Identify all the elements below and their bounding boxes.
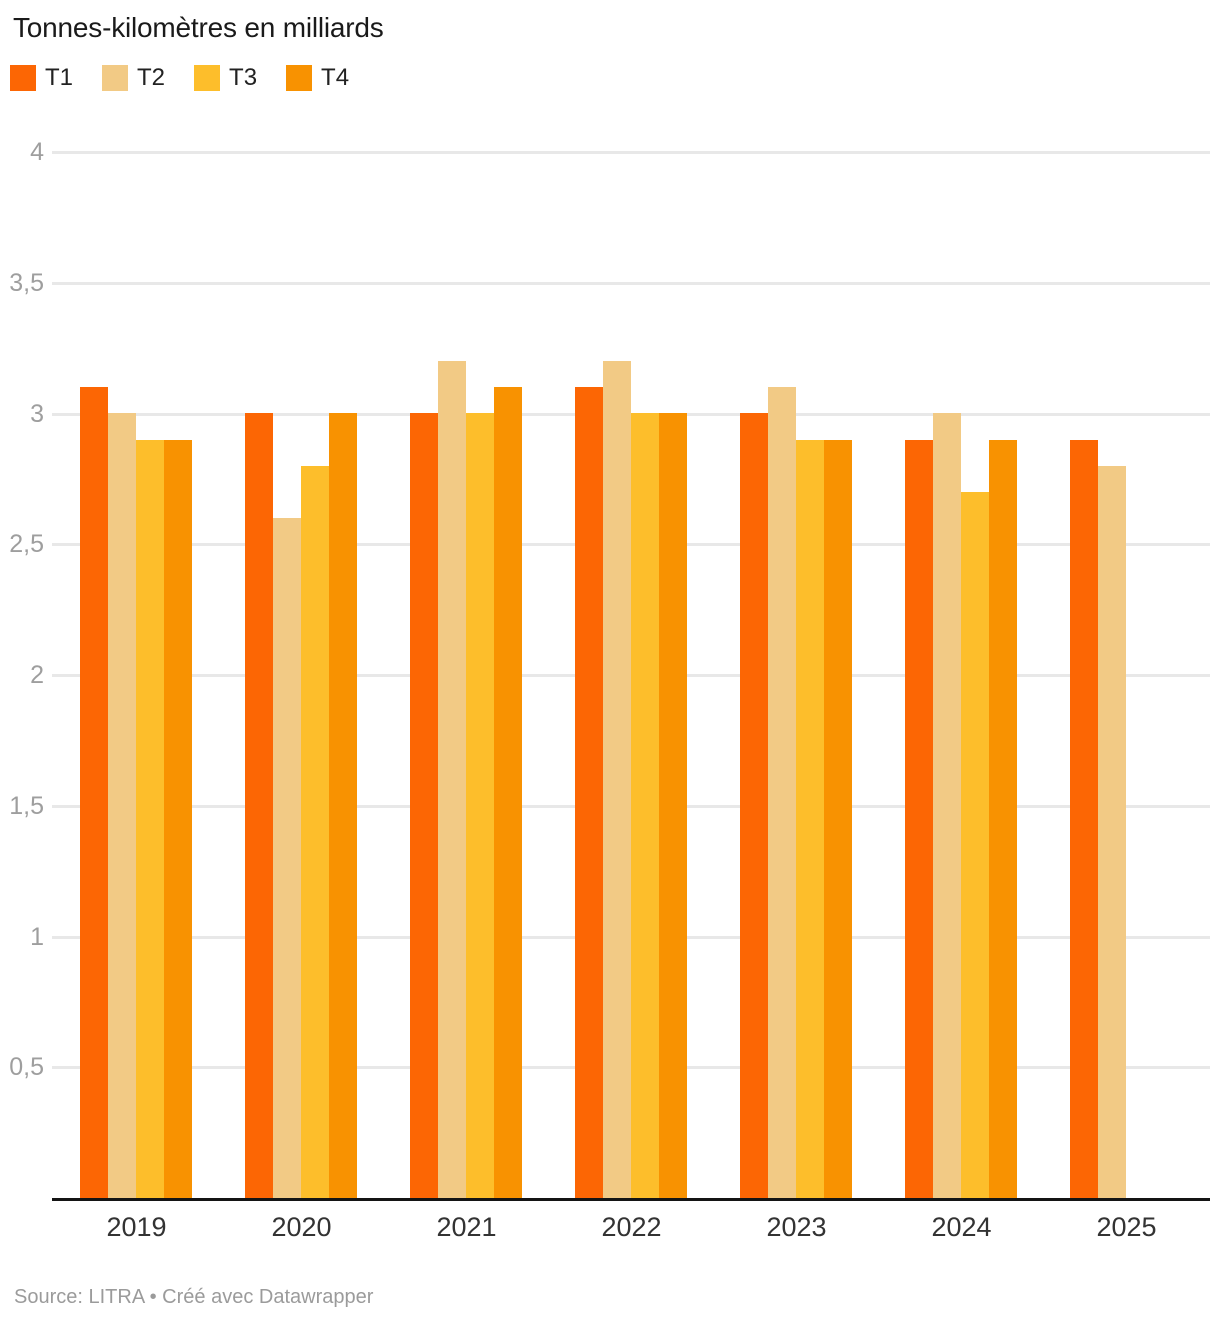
y-axis-tick-label: 1,5	[9, 791, 44, 820]
bar-2023-t4[interactable]	[824, 440, 852, 1198]
y-axis-tick-label: 1	[30, 922, 44, 951]
bar-2022-t1[interactable]	[575, 387, 603, 1198]
bar-2024-t4[interactable]	[989, 440, 1017, 1198]
legend-item-t1: T1	[10, 65, 73, 91]
legend-swatch-t4	[286, 65, 313, 91]
x-axis-tick-label-2022: 2022	[601, 1212, 662, 1242]
bar-2020-t4[interactable]	[329, 413, 357, 1198]
bar-2024-t3[interactable]	[961, 492, 989, 1198]
y-axis-tick-label: 2,5	[9, 530, 44, 559]
legend-item-t2: T2	[102, 65, 165, 91]
x-axis-tick-label-2021: 2021	[436, 1212, 497, 1242]
y-axis-tick-label: 3	[30, 399, 44, 428]
bar-2024-t1[interactable]	[905, 440, 933, 1198]
legend-item-t3: T3	[194, 65, 257, 91]
y-axis-tick-label: 0,5	[9, 1053, 44, 1082]
legend-swatch-t3	[194, 65, 221, 91]
bar-2023-t1[interactable]	[740, 413, 768, 1198]
bar-2019-t1[interactable]	[80, 387, 108, 1198]
gridline-y	[52, 281, 1210, 285]
y-axis-tick-label: 4	[30, 138, 44, 166]
bar-2021-t2[interactable]	[438, 361, 466, 1198]
bar-2021-t3[interactable]	[466, 413, 494, 1198]
chart-title: Tonnes-kilomètres en milliards	[13, 12, 384, 43]
legend-swatch-t2	[102, 65, 129, 91]
bar-2020-t3[interactable]	[301, 466, 329, 1198]
bar-2020-t2[interactable]	[273, 518, 301, 1198]
bar-2021-t1[interactable]	[410, 413, 438, 1198]
legend-label: T4	[321, 64, 350, 91]
source-attribution: Source: LITRA • Créé avec Datawrapper	[14, 1286, 374, 1308]
bar-2024-t2[interactable]	[933, 413, 961, 1198]
bar-2025-t1[interactable]	[1070, 440, 1098, 1198]
legend-label: T2	[137, 64, 166, 91]
legend-swatch-t1	[10, 65, 36, 91]
legend-item-t4: T4	[286, 65, 349, 91]
bar-2023-t3[interactable]	[796, 440, 824, 1198]
bar-2020-t1[interactable]	[245, 413, 273, 1198]
legend-label: T3	[229, 64, 258, 91]
bar-2021-t4[interactable]	[494, 387, 522, 1198]
bar-2023-t2[interactable]	[768, 387, 796, 1198]
chart-legend: T1 T2 T3 T4	[10, 65, 349, 91]
gridline-y	[52, 151, 1210, 154]
bar-2019-t4[interactable]	[164, 440, 192, 1198]
bar-2019-t3[interactable]	[136, 440, 164, 1198]
x-axis-line	[52, 1198, 1210, 1201]
bar-2022-t4[interactable]	[659, 413, 687, 1198]
bar-2022-t3[interactable]	[631, 413, 659, 1198]
bar-2019-t2[interactable]	[108, 413, 136, 1198]
y-axis-tick-label: 2	[30, 661, 44, 689]
x-axis-tick-label-2024: 2024	[931, 1212, 992, 1242]
x-axis-tick-label-2019: 2019	[106, 1212, 167, 1242]
bar-2022-t2[interactable]	[603, 361, 631, 1198]
x-axis-tick-label-2020: 2020	[271, 1212, 332, 1242]
bar-2025-t2[interactable]	[1098, 466, 1126, 1198]
y-axis-tick-label: 3,5	[9, 268, 44, 297]
legend-label: T1	[45, 64, 74, 91]
x-axis-tick-label-2023: 2023	[766, 1212, 827, 1242]
x-axis-tick-label-2025: 2025	[1096, 1212, 1157, 1242]
